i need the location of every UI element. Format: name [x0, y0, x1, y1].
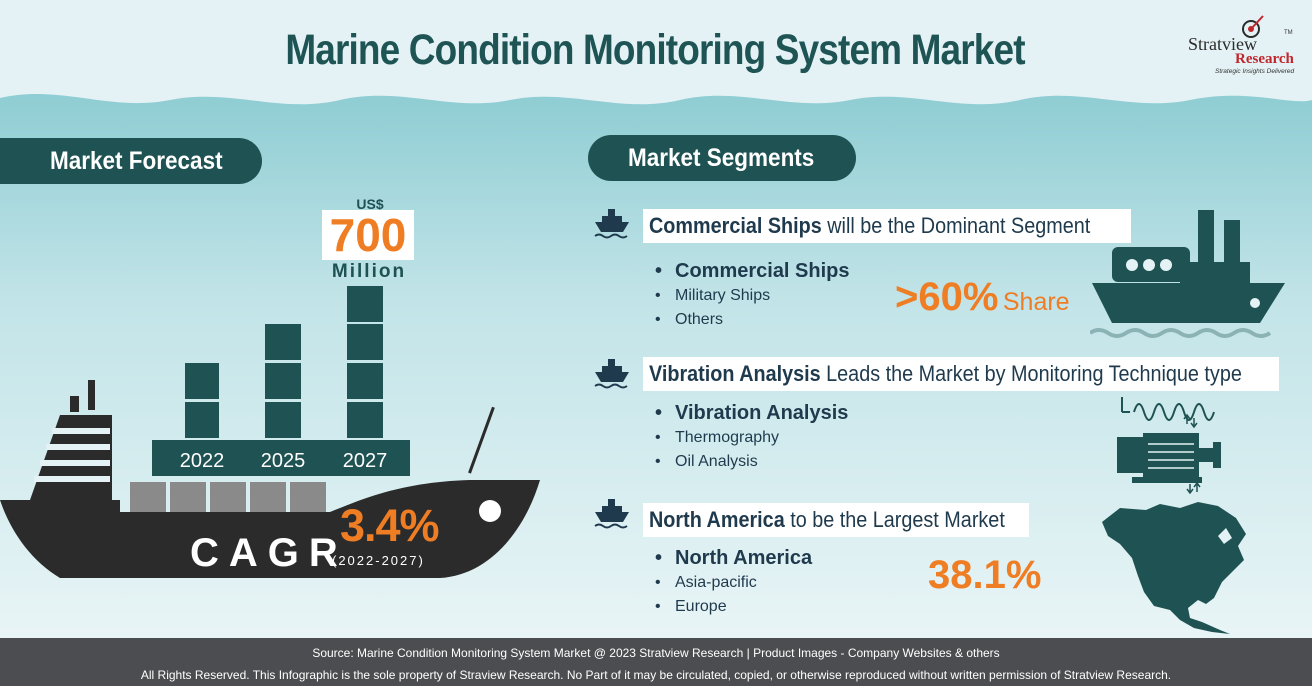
- list-item: • Vibration Analysis: [655, 402, 849, 424]
- ship-icon: [594, 499, 629, 529]
- segment-list: • Commercial Ships • Military Ships • Other…: [655, 258, 850, 332]
- list-item: • Others: [655, 311, 724, 328]
- logo-target-icon: [1242, 15, 1264, 38]
- north-america-share: 38.1%: [928, 553, 1042, 597]
- north-america-map-icon: [1102, 502, 1246, 634]
- ship-icon: [594, 359, 629, 389]
- logo-line2: Research: [1235, 51, 1294, 67]
- logo-tagline: Strategic Insights Delivered: [1215, 68, 1295, 75]
- segment-list: • Vibration Analysis • Thermography • Oil A…: [655, 400, 848, 474]
- market-value: 700: [322, 210, 414, 260]
- segment-headline: Vibration Analysis Leads the Market by M…: [643, 357, 1279, 391]
- list-item: • North America: [655, 547, 813, 569]
- list-item: • Thermography: [655, 429, 780, 446]
- list-item: • Oil Analysis: [655, 453, 758, 470]
- cagr-label: CAGR: [190, 531, 348, 575]
- cagr-period: (2022-2027): [332, 553, 425, 568]
- list-item: • Europe: [655, 598, 727, 615]
- large-ship-icon: [1090, 210, 1285, 338]
- market-value-unit: Million: [331, 261, 407, 282]
- stratview-logo: Stratview TM Research Strategic Insights…: [1180, 14, 1305, 84]
- year-label: 2025: [260, 450, 306, 472]
- logo-tm: TM: [1284, 30, 1293, 36]
- market-forecast-heading: Market Forecast: [0, 138, 262, 184]
- list-item: • Military Ships: [655, 287, 771, 304]
- currency-label: US$: [356, 196, 384, 212]
- segment-headline: Commercial Ships will be the Dominant Se…: [643, 209, 1131, 243]
- footer-source: Source: Marine Condition Monitoring Syst…: [312, 646, 1000, 660]
- list-item: • Asia-pacific: [655, 574, 757, 591]
- ship-icon: [594, 209, 629, 239]
- motor-vibration-icon: [1117, 397, 1221, 495]
- year-label: 2022: [179, 450, 225, 472]
- year-label: 2027: [342, 450, 388, 472]
- cagr-value: 3.4%: [340, 500, 440, 551]
- segment-list: • North America • Asia-pacific • Europe: [655, 545, 812, 619]
- market-segments-heading: Market Segments: [588, 135, 856, 181]
- footer: Source: Marine Condition Monitoring Syst…: [0, 638, 1312, 686]
- cargo-ship-icon: [0, 286, 540, 578]
- footer-rights: All Rights Reserved. This Infographic is…: [140, 668, 1172, 682]
- page-title: Marine Condition Monitoring System Marke…: [285, 26, 1025, 74]
- logo-line1: Stratview: [1188, 34, 1257, 54]
- share-stat: >60% Share: [895, 275, 1070, 319]
- segment-headline: North America to be the Largest Market: [643, 503, 1029, 537]
- list-item: • Commercial Ships: [655, 260, 850, 282]
